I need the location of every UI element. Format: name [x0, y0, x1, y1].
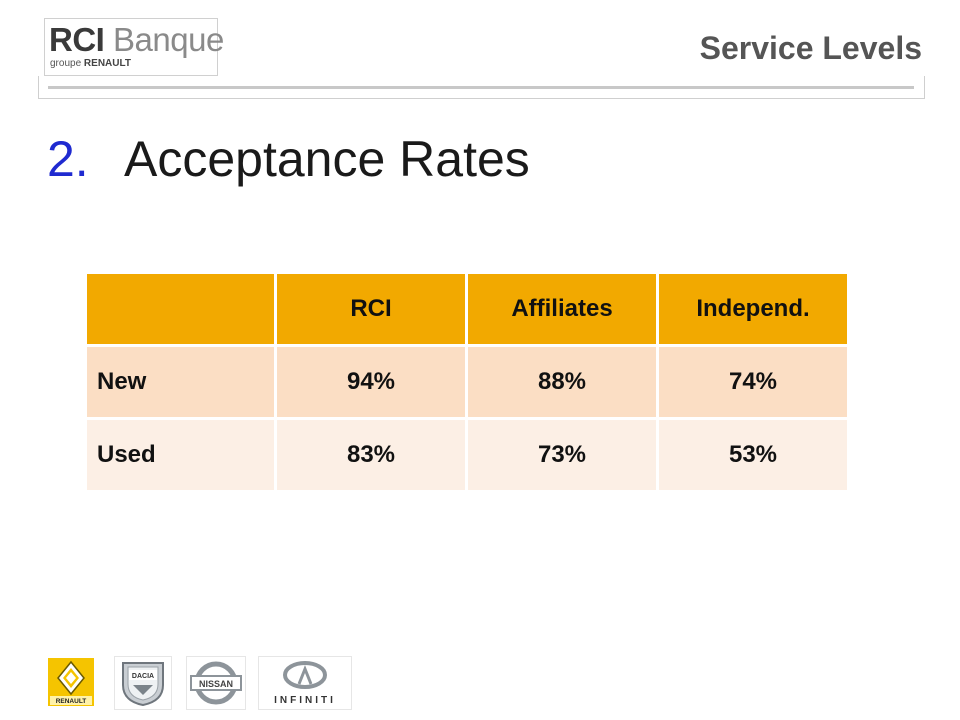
svg-text:RENAULT: RENAULT: [56, 698, 87, 705]
heading-number: 2.: [47, 131, 89, 187]
column-header-rci: RCI: [274, 271, 468, 347]
column-header-independ: Independ.: [656, 271, 850, 347]
row-label: Used: [84, 417, 277, 493]
rci-banque-logo: RCI Banque groupe RENAULT: [44, 18, 224, 76]
cell-rci: 94%: [274, 344, 468, 420]
cell-affiliates: 88%: [465, 344, 659, 420]
acceptance-rates-table: RCI Affiliates Independ. New 94% 88% 74%…: [84, 271, 850, 493]
dacia-logo: DACIA: [114, 656, 172, 710]
infiniti-logo: INFINITI: [258, 656, 352, 710]
logo-name: Banque: [113, 21, 224, 58]
cell-rci: 83%: [274, 417, 468, 493]
svg-text:DACIA: DACIA: [132, 673, 154, 680]
nissan-logo: NISSAN: [186, 656, 246, 710]
logo-sub-brand: RENAULT: [83, 58, 131, 69]
table-row-used: Used 83% 73% 53%: [84, 417, 850, 493]
dacia-shield-icon: DACIA: [122, 662, 164, 707]
column-header-affiliates: Affiliates: [465, 271, 659, 347]
section-title: Service Levels: [699, 30, 922, 66]
svg-text:INFINITI: INFINITI: [274, 695, 336, 706]
table-row-new: New 94% 88% 74%: [84, 344, 850, 420]
column-header-empty: [84, 271, 277, 347]
header-bracket: [38, 76, 925, 99]
cell-affiliates: 73%: [465, 417, 659, 493]
heading-text: Acceptance Rates: [124, 131, 530, 187]
renault-diamond-icon: RENAULT: [48, 658, 94, 706]
header-divider: [48, 86, 914, 89]
renault-logo: RENAULT: [48, 658, 94, 706]
logo-sub-prefix: groupe: [50, 58, 82, 69]
cell-independ: 74%: [656, 344, 850, 420]
table-header-row: RCI Affiliates Independ.: [84, 271, 850, 347]
infiniti-emblem-icon: INFINITI: [274, 661, 336, 706]
row-label: New: [84, 344, 277, 420]
page-heading: 2. Acceptance Rates: [47, 128, 530, 190]
svg-text:NISSAN: NISSAN: [199, 679, 233, 689]
nissan-emblem-icon: NISSAN: [190, 661, 242, 705]
logo-brand: RCI: [49, 21, 105, 58]
cell-independ: 53%: [656, 417, 850, 493]
